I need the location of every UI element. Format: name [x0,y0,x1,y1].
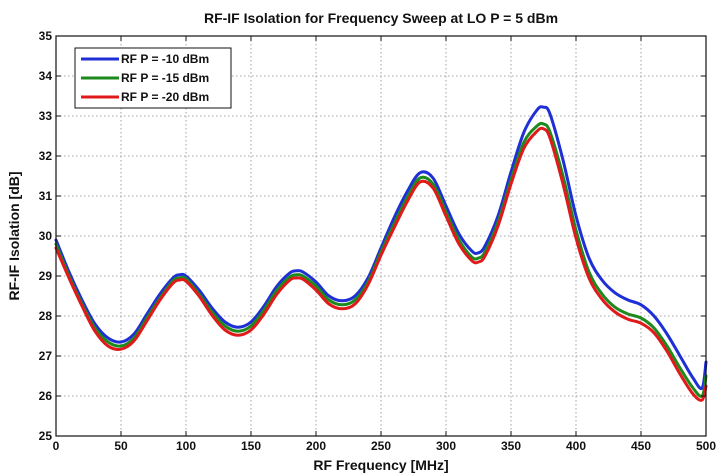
y-tick-label: 29 [39,269,53,283]
y-tick-label: 35 [39,29,53,43]
chart-title: RF-IF Isolation for Frequency Sweep at L… [204,10,558,26]
series-line-3 [54,126,708,402]
x-tick-label: 250 [371,439,391,453]
tick-layer: 0 50 100 150 200 250 300 350 400 450 500 25 26 27 28 29… [39,29,717,453]
legend-label-series-3: RF P = -20 dBm [121,90,209,104]
series-line-2 [54,121,708,398]
y-tick-label: 32 [39,149,53,163]
y-tick-label: 25 [39,429,53,443]
x-tick-label: 100 [176,439,196,453]
y-tick-label: 33 [39,109,53,123]
x-tick-label: 350 [501,439,521,453]
x-tick-label: 450 [631,439,651,453]
x-tick-label: 50 [114,439,128,453]
x-axis-title: RF Frequency [MHz] [313,457,448,473]
y-tick-label: 30 [39,229,53,243]
y-tick-label: 31 [39,189,53,203]
legend-label-series-1: RF P = -10 dBm [121,52,209,66]
series-line-1 [54,105,708,391]
y-tick-label: 28 [39,309,53,323]
x-tick-label: 500 [696,439,716,453]
y-tick-label: 34 [39,69,53,83]
x-tick-label: 300 [436,439,456,453]
legend-label-series-2: RF P = -15 dBm [121,71,209,85]
y-tick-label: 27 [39,349,53,363]
y-axis-title: RF-IF Isolation [dB] [6,171,22,300]
y-tick-label: 26 [39,389,53,403]
x-tick-label: 0 [53,439,60,453]
legend: RF P = -10 dBm RF P = -15 dBm RF P = -20… [74,47,232,109]
x-tick-label: 200 [306,439,326,453]
series-layer [54,105,708,402]
x-tick-label: 150 [241,439,261,453]
x-tick-label: 400 [566,439,586,453]
grid-layer [56,36,706,436]
